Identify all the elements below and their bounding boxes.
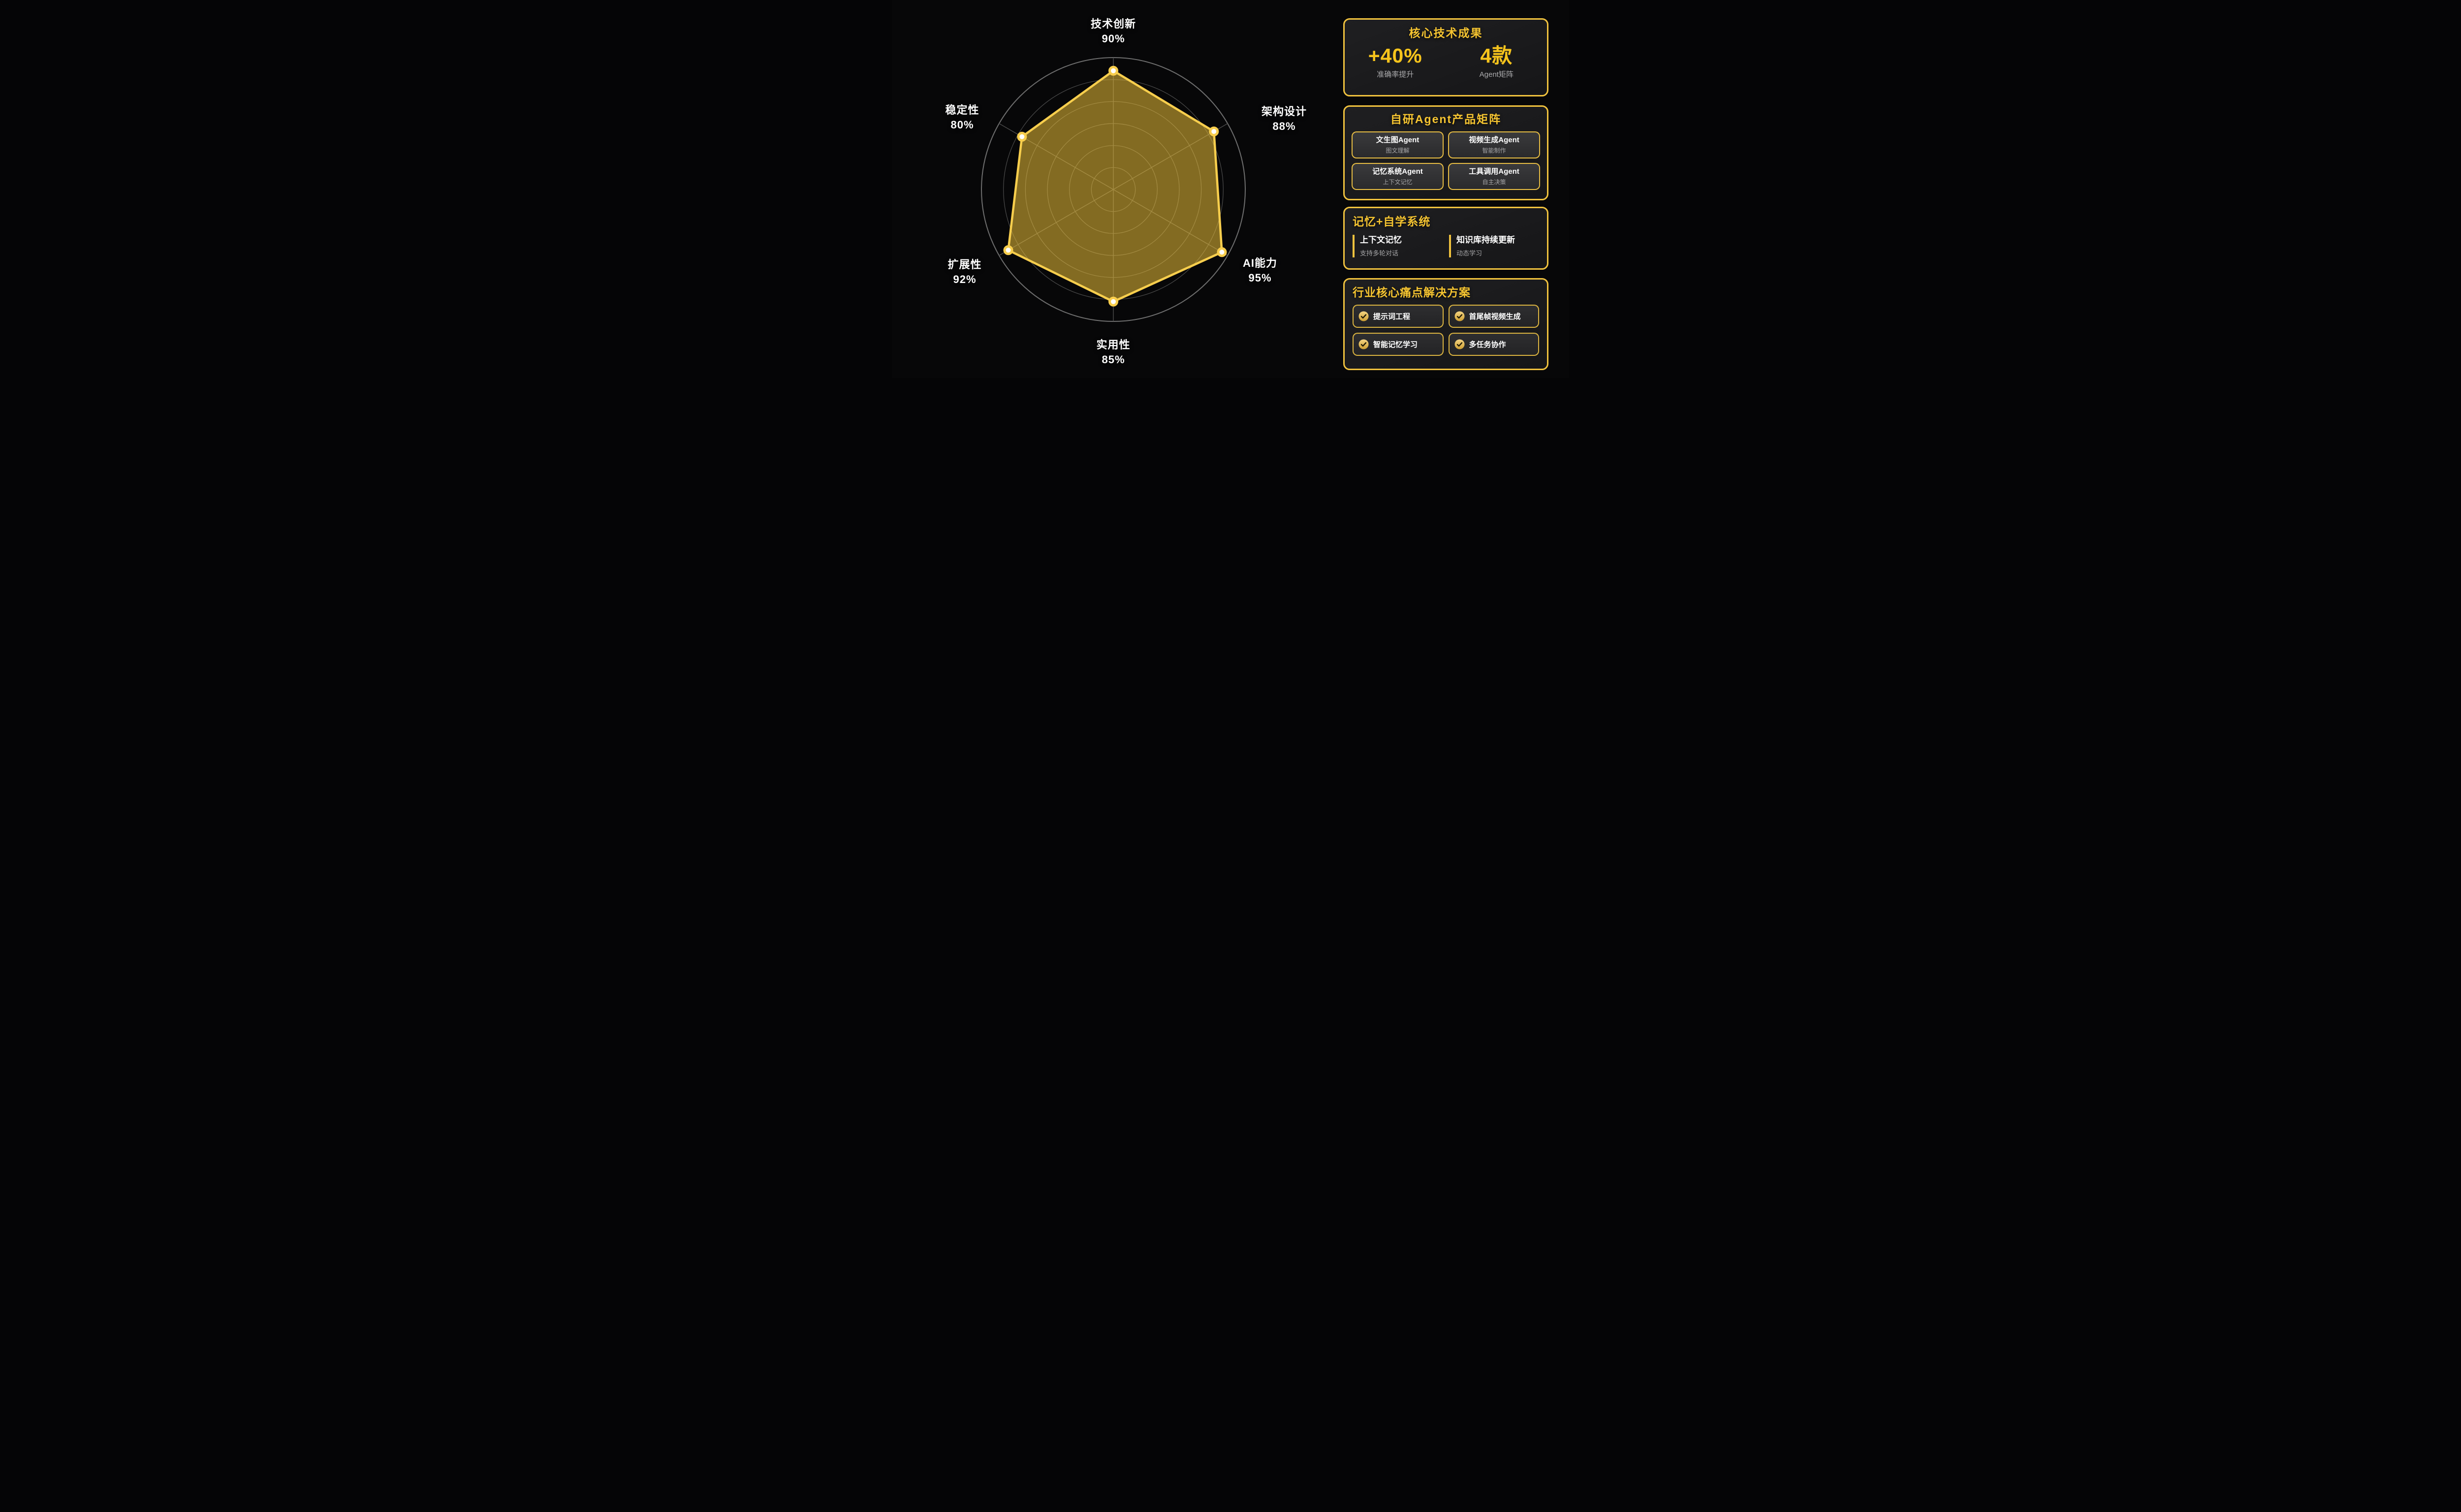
panel-title: 记忆+自学系统 [1353,215,1431,228]
check-icon [1358,339,1369,349]
agent-card-title: 文生图Agent [1376,135,1420,144]
agent-card-title: 视频生成Agent [1469,135,1519,144]
solution-card-multitask: 多任务协作 [1448,333,1539,356]
panel-agent-matrix: 自研Agent产品矩阵 文生图Agent 图文理解 视频生成Agent 智能制作… [1343,105,1548,200]
panel-title: 自研Agent产品矩阵 [1390,113,1502,126]
stat-label: 准确率提升 [1377,70,1414,79]
solution-label: 提示词工程 [1373,313,1411,321]
agent-card-video: 视频生成Agent 智能制作 [1448,131,1540,158]
stat-agent-count: 4款 Agent矩阵 [1446,44,1547,79]
infographic-canvas: 技术创新 90% 架构设计 88% AI能力 95% 实用性 85% 扩展性 9… [892,0,1569,378]
axis-category-label: 扩展性 [947,258,982,271]
check-icon [1358,311,1369,321]
radar-axis-label-upper-left: 稳定性 80% [945,103,979,132]
agent-card-subtitle: 上下文记忆 [1383,178,1413,186]
panel-memory-system: 记忆+自学系统 上下文记忆 支持多轮对话 知识库持续更新 动态学习 [1343,207,1548,270]
memory-item-title: 知识库持续更新 [1456,235,1515,245]
agent-card-title: 记忆系统Agent [1372,167,1423,176]
agent-card-title: 工具调用Agent [1469,167,1519,176]
radar-vertex-dot [1108,65,1118,76]
solution-card-prompt: 提示词工程 [1353,305,1444,328]
check-icon [1454,311,1464,321]
agent-card-memory: 记忆系统Agent 上下文记忆 [1352,163,1444,190]
solution-cards-grid: 提示词工程 首尾帧视频生成 智能记忆学习 多任务协作 [1353,305,1539,356]
stat-value: +40% [1368,44,1422,67]
radar-vertex-dot [1108,296,1118,307]
solution-label: 多任务协作 [1469,341,1506,349]
axis-value-label: 80% [950,119,974,131]
memory-items-row: 上下文记忆 支持多轮对话 知识库持续更新 动态学习 [1353,235,1539,257]
stat-label: Agent矩阵 [1479,70,1514,79]
axis-category-label: 架构设计 [1261,105,1307,118]
axis-value-label: 85% [1102,353,1125,366]
agent-card-subtitle: 自主决策 [1482,178,1506,186]
agent-card-subtitle: 智能制作 [1482,147,1506,154]
radar-vertex-dot [1017,131,1027,142]
memory-item-subtitle: 动态学习 [1456,250,1483,257]
radar-vertex-dot [1217,247,1227,257]
check-icon [1454,339,1464,349]
panel-solutions: 行业核心痛点解决方案 提示词工程 首尾帧视频生成 智能记忆学习 多任务协作 [1343,278,1548,370]
solution-card-smart-memory: 智能记忆学习 [1353,333,1444,356]
memory-item-context: 上下文记忆 支持多轮对话 [1353,235,1449,257]
radar-chart: 技术创新 90% 架构设计 88% AI能力 95% 实用性 85% 扩展性 9… [892,0,1335,378]
panel-title: 行业核心痛点解决方案 [1353,286,1471,299]
radar-vertex-dot [1209,126,1219,137]
axis-value-label: 88% [1272,120,1296,132]
solution-label: 智能记忆学习 [1373,341,1418,349]
axis-category-label: AI能力 [1242,257,1278,269]
agent-cards-grid: 文生图Agent 图文理解 视频生成Agent 智能制作 记忆系统Agent 上… [1352,131,1540,190]
radar-vertex-dot [1003,245,1013,255]
panel-title: 核心技术成果 [1409,27,1483,39]
axis-category-label: 实用性 [1096,339,1131,351]
axis-value-label: 92% [953,273,977,285]
radar-axis-label-top: 技术创新 90% [1091,17,1136,46]
agent-card-text2image: 文生图Agent 图文理解 [1352,131,1444,158]
radar-svg [981,57,1246,322]
stat-accuracy: +40% 准确率提升 [1345,44,1446,79]
solution-card-keyframe-video: 首尾帧视频生成 [1448,305,1539,328]
axis-category-label: 稳定性 [945,104,979,116]
agent-card-tooluse: 工具调用Agent 自主决策 [1448,163,1540,190]
axis-value-label: 90% [1102,32,1125,45]
radar-axis-label-lower-left: 扩展性 92% [947,257,981,287]
panel-core-achievements: 核心技术成果 +40% 准确率提升 4款 Agent矩阵 [1343,18,1548,96]
radar-axis-label-upper-right: 架构设计 88% [1262,104,1307,134]
axis-value-label: 95% [1248,272,1272,284]
radar-polygon [1007,69,1223,303]
radar-axis-label-lower-right: AI能力 95% [1243,256,1277,285]
memory-item-knowledge: 知识库持续更新 动态学习 [1449,235,1539,257]
memory-item-subtitle: 支持多轮对话 [1360,250,1399,257]
solution-label: 首尾帧视频生成 [1469,313,1521,321]
axis-category-label: 技术创新 [1090,18,1136,30]
stats-row: +40% 准确率提升 4款 Agent矩阵 [1345,44,1547,79]
agent-card-subtitle: 图文理解 [1386,147,1410,154]
stat-value: 4款 [1480,44,1513,67]
memory-item-title: 上下文记忆 [1360,235,1402,245]
radar-axis-label-bottom: 实用性 85% [1096,338,1130,367]
